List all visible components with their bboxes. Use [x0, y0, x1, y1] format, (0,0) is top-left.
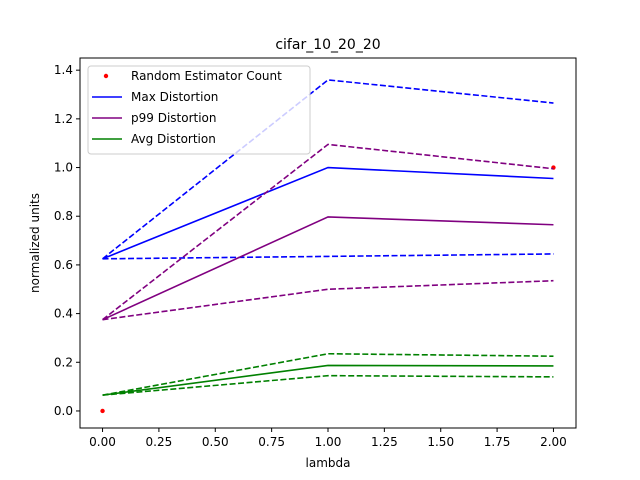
series-line-dashed	[102, 352, 554, 396]
series-line-dashed	[102, 374, 554, 396]
legend-box	[87, 65, 311, 155]
x-tick-label: 1.00	[315, 435, 342, 449]
y-tick-label: 1.2	[54, 112, 73, 126]
chart-title: cifar_10_20_20	[275, 37, 380, 53]
x-tick-label: 1.75	[484, 435, 511, 449]
series-line-dashed	[102, 143, 554, 321]
series-line	[102, 216, 554, 321]
y-axis: 0.0 0.2 0.4 0.6 0.8 1.0 1.2 1.4	[54, 63, 80, 418]
y-tick-label: 0.4	[54, 307, 73, 321]
legend-label: Max Distortion	[131, 90, 218, 104]
x-tick-label: 0.50	[202, 435, 229, 449]
y-tick-label: 0.8	[54, 209, 73, 223]
x-tick-label: 1.25	[371, 435, 398, 449]
legend-label: Avg Distortion	[131, 132, 216, 146]
y-tick-label: 1.4	[54, 63, 73, 77]
y-tick-label: 0.2	[54, 355, 73, 369]
y-tick-label: 0.6	[54, 258, 73, 272]
x-tick-label: 0.00	[89, 435, 116, 449]
x-axis: 0.00 0.25 0.50 0.75 1.00 1.25 1.50 1.75 2.00	[89, 428, 567, 449]
y-axis-label: normalized units	[28, 193, 42, 293]
x-tick-label: 0.75	[258, 435, 285, 449]
legend-label: Random Estimator Count	[131, 69, 282, 83]
y-tick-label: 1.0	[54, 161, 73, 175]
x-tick-label: 0.25	[146, 435, 173, 449]
series-line	[102, 364, 554, 396]
series-layer	[100, 79, 556, 414]
data-point	[100, 408, 105, 414]
series-line-dashed	[102, 279, 554, 321]
series-line	[102, 166, 554, 260]
series-line-dashed	[102, 79, 554, 260]
legend-marker	[103, 73, 109, 79]
legend: Random Estimator Count Max Distortion p99 …	[87, 65, 311, 155]
x-axis-label: lambda	[306, 456, 351, 470]
x-tick-label: 2.00	[540, 435, 567, 449]
series-line-dashed	[102, 253, 554, 260]
y-tick-label: 0.0	[54, 404, 73, 418]
legend-label: p99 Distortion	[131, 111, 217, 125]
x-tick-label: 1.50	[427, 435, 454, 449]
